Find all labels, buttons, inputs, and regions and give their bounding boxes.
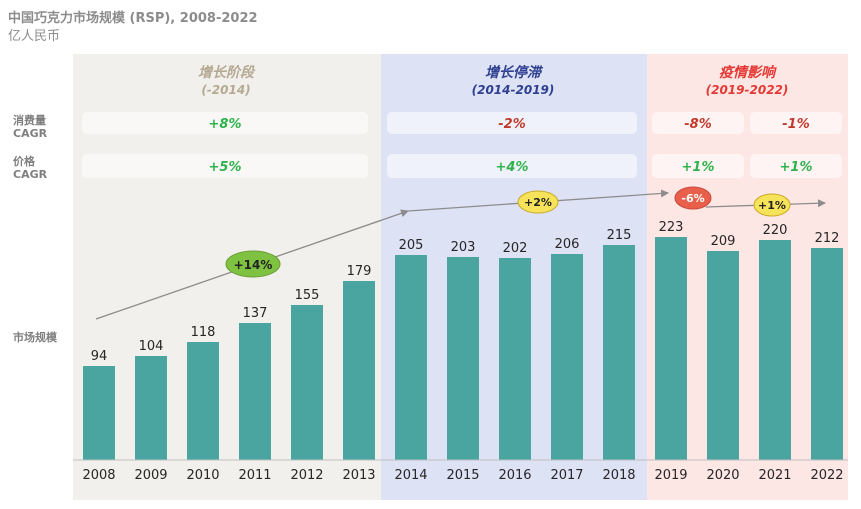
x-tick-label-2014: 2014 — [394, 468, 427, 483]
phase-covid-range: (2019-2022) — [706, 83, 789, 97]
x-tick-label-2020: 2020 — [706, 468, 739, 483]
volume-cagr-box-covid-2 — [750, 112, 842, 134]
x-tick-label-2012: 2012 — [290, 468, 323, 483]
price-cagr-box-covid-1 — [652, 154, 744, 178]
chart-title: 中国巧克力市场规模 (RSP), 2008-2022 — [8, 11, 258, 26]
x-tick-label-2008: 2008 — [82, 468, 115, 483]
phase-stagnation-range: (2014-2019) — [472, 83, 555, 97]
bar-value-label-2016: 202 — [503, 241, 528, 256]
price-cagr-box-stagnation — [387, 154, 637, 178]
row-label-volume-cagr: 消费量 CAGR — [13, 114, 47, 140]
volume-cagr-covid-2: -1% — [782, 117, 809, 132]
phase-growth-range: (-2014) — [201, 83, 250, 97]
x-tick-label-2011: 2011 — [238, 468, 271, 483]
phase-stagnation-title: 增长停滞 — [485, 64, 544, 81]
x-tick-label-2010: 2010 — [186, 468, 219, 483]
bar-value-label-2019: 223 — [659, 220, 684, 235]
bar-2016 — [499, 258, 531, 460]
price-cagr-growth: +5% — [209, 160, 242, 175]
row-label-volume-line1: 消费量 — [13, 114, 46, 127]
bar-value-label-2014: 205 — [399, 238, 424, 253]
bar-value-label-2013: 179 — [347, 264, 372, 279]
bar-value-label-2012: 155 — [295, 288, 320, 303]
volume-cagr-box-growth — [82, 112, 368, 134]
bar-2019 — [655, 237, 687, 460]
x-tick-label-2018: 2018 — [602, 468, 635, 483]
trend-badge-growth-label: +14% — [234, 258, 273, 272]
row-label-volume-line2: CAGR — [13, 127, 48, 140]
bar-2010 — [187, 342, 219, 460]
volume-cagr-box-covid-1 — [652, 112, 744, 134]
bar-2021 — [759, 240, 791, 460]
row-label-price-cagr: 价格 CAGR — [13, 155, 47, 181]
bar-2014 — [395, 255, 427, 460]
x-tick-label-2016: 2016 — [498, 468, 531, 483]
volume-cagr-stagnation: -2% — [498, 117, 525, 132]
bar-value-label-2011: 137 — [243, 306, 268, 321]
chart-subtitle: 亿人民币 — [8, 29, 61, 44]
bar-value-label-2017: 206 — [555, 237, 580, 252]
x-tick-label-2017: 2017 — [550, 468, 583, 483]
bar-2013 — [343, 281, 375, 460]
x-tick-label-2019: 2019 — [654, 468, 687, 483]
price-cagr-box-growth — [82, 154, 368, 178]
bar-2009 — [135, 356, 167, 460]
row-label-price-line1: 价格 — [13, 155, 35, 168]
trend-badge-growth — [225, 250, 281, 278]
trend-badge-covid-decline-label: -6% — [681, 192, 704, 205]
bar-value-label-2018: 215 — [607, 228, 632, 243]
trend-badge-covid-recovery-label: +1% — [758, 199, 786, 212]
bar-2022 — [811, 248, 843, 460]
x-tick-label-2021: 2021 — [758, 468, 791, 483]
phase-growth-title: 增长阶段 — [198, 64, 256, 81]
x-tick-label-2009: 2009 — [134, 468, 167, 483]
phase-covid-title: 疫情影响 — [719, 64, 777, 81]
bar-2018 — [603, 245, 635, 460]
trend-badge-covid-recovery — [753, 193, 791, 217]
price-cagr-covid-2: +1% — [780, 160, 813, 175]
row-label-market-size: 市场规模 — [13, 331, 57, 344]
bar-2017 — [551, 254, 583, 460]
bar-value-label-2021: 220 — [763, 223, 788, 238]
trend-badge-stagnation-label: +2% — [524, 196, 552, 209]
bar-value-label-2009: 104 — [139, 339, 164, 354]
bar-2011 — [239, 323, 271, 460]
bar-2008 — [83, 366, 115, 460]
trend-badge-stagnation — [517, 190, 559, 214]
trend-badge-covid-decline — [674, 186, 712, 210]
bar-value-label-2015: 203 — [451, 240, 476, 255]
bar-2015 — [447, 257, 479, 460]
row-label-price-line2: CAGR — [13, 168, 48, 181]
x-tick-label-2015: 2015 — [446, 468, 479, 483]
volume-cagr-growth: +8% — [209, 117, 242, 132]
bar-value-label-2022: 212 — [815, 231, 840, 246]
bars-group: 94 2008 104 2009 118 2010 137 2011 155 2012 179 201… — [82, 220, 843, 483]
x-tick-label-2022: 2022 — [810, 468, 843, 483]
bar-2012 — [291, 305, 323, 460]
price-cagr-box-covid-2 — [750, 154, 842, 178]
volume-cagr-box-stagnation — [387, 112, 637, 134]
volume-cagr-covid-1: -8% — [684, 117, 711, 132]
bar-value-label-2008: 94 — [91, 349, 108, 364]
bar-value-label-2020: 209 — [711, 234, 736, 249]
x-tick-label-2013: 2013 — [342, 468, 375, 483]
price-cagr-stagnation: +4% — [496, 160, 529, 175]
price-cagr-covid-1: +1% — [682, 160, 715, 175]
bar-value-label-2010: 118 — [191, 325, 216, 340]
bar-2020 — [707, 251, 739, 460]
